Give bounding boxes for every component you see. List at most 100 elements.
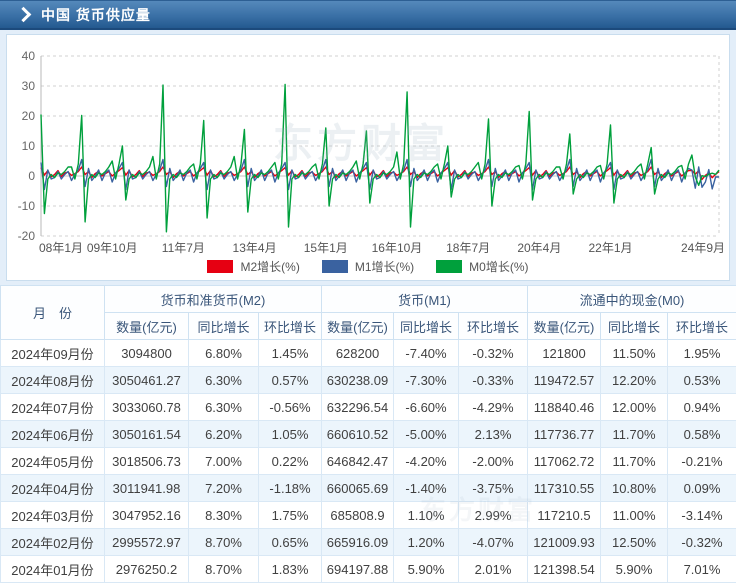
- cell-growth: 0.58%: [668, 421, 736, 448]
- cell-growth: -4.20%: [394, 448, 459, 475]
- cell-quantity: 685808.9: [322, 502, 394, 529]
- cell-quantity: 3033060.78: [105, 394, 189, 421]
- x-axis-label: 15年1月: [304, 241, 348, 255]
- cell-quantity: 3018506.73: [105, 448, 189, 475]
- cell-growth: -7.40%: [394, 340, 459, 367]
- cell-growth: 12.50%: [601, 529, 668, 556]
- legend-item-m2[interactable]: M2增长(%): [207, 258, 299, 275]
- cell-quantity: 665916.09: [322, 529, 394, 556]
- y-axis-label: 40: [22, 49, 36, 63]
- table-header: 月 份 货币和准货币(M2) 货币(M1) 流通中的现金(M0) 数量(亿元) …: [1, 286, 736, 340]
- cell-growth: 7.20%: [189, 475, 259, 502]
- cell-growth: 12.20%: [601, 367, 668, 394]
- sub-header-quantity: 数量(亿元): [105, 313, 189, 340]
- cell-month: 2024年05月份: [1, 448, 105, 475]
- cell-growth: -7.30%: [394, 367, 459, 394]
- sub-header-mom: 环比增长: [459, 313, 528, 340]
- cell-growth: 1.95%: [668, 340, 736, 367]
- cell-growth: 0.09%: [668, 475, 736, 502]
- cell-growth: 2.01%: [459, 556, 528, 583]
- legend-item-m1[interactable]: M1增长(%): [322, 258, 414, 275]
- cell-growth: 5.90%: [394, 556, 459, 583]
- cell-growth: 0.22%: [259, 448, 322, 475]
- title-bar: 中国 货币供应量: [0, 0, 736, 30]
- cell-growth: 5.90%: [601, 556, 668, 583]
- sub-header-yoy: 同比增长: [394, 313, 459, 340]
- x-axis-label: 24年9月: [681, 241, 725, 255]
- cell-growth: 0.94%: [668, 394, 736, 421]
- cell-quantity: 646842.47: [322, 448, 394, 475]
- legend-swatch: [322, 260, 348, 273]
- legend-swatch: [207, 260, 233, 273]
- cell-quantity: 632296.54: [322, 394, 394, 421]
- cell-growth: -1.40%: [394, 475, 459, 502]
- x-axis-label: 13年4月: [233, 241, 277, 255]
- cell-quantity: 117310.55: [528, 475, 601, 502]
- col-header-month: 月 份: [1, 286, 105, 340]
- cell-month: 2024年03月份: [1, 502, 105, 529]
- cell-quantity: 660065.69: [322, 475, 394, 502]
- cell-quantity: 121009.93: [528, 529, 601, 556]
- cell-growth: -6.60%: [394, 394, 459, 421]
- cell-quantity: 121398.54: [528, 556, 601, 583]
- group-header-m2: 货币和准货币(M2): [105, 286, 322, 313]
- sub-header-mom: 环比增长: [259, 313, 322, 340]
- cell-quantity: 118840.46: [528, 394, 601, 421]
- x-axis-label: 20年4月: [517, 241, 561, 255]
- cell-growth: -1.18%: [259, 475, 322, 502]
- cell-growth: -0.21%: [668, 448, 736, 475]
- legend-label: M0增长(%): [469, 258, 528, 275]
- cell-growth: 11.70%: [601, 421, 668, 448]
- cell-growth: 0.65%: [259, 529, 322, 556]
- cell-month: 2024年06月份: [1, 421, 105, 448]
- sub-header-quantity: 数量(亿元): [322, 313, 394, 340]
- cell-growth: -3.75%: [459, 475, 528, 502]
- group-header-m1: 货币(M1): [322, 286, 528, 313]
- cell-quantity: 119472.57: [528, 367, 601, 394]
- y-axis-label: 30: [22, 79, 36, 93]
- y-axis-label: 10: [22, 139, 36, 153]
- cell-month: 2024年04月份: [1, 475, 105, 502]
- sub-header-mom: 环比增长: [668, 313, 736, 340]
- cell-growth: 2.13%: [459, 421, 528, 448]
- cell-month: 2024年09月份: [1, 340, 105, 367]
- chart-legend: M2增长(%) M1增长(%) M0增长(%): [7, 258, 729, 275]
- cell-quantity: 3094800: [105, 340, 189, 367]
- series-line-m0: [41, 85, 719, 232]
- cell-growth: 6.30%: [189, 394, 259, 421]
- cell-quantity: 121800: [528, 340, 601, 367]
- legend-label: M1增长(%): [355, 258, 414, 275]
- cell-growth: -0.56%: [259, 394, 322, 421]
- cell-quantity: 117062.72: [528, 448, 601, 475]
- cell-growth: -4.07%: [459, 529, 528, 556]
- cell-growth: 6.30%: [189, 367, 259, 394]
- legend-item-m0[interactable]: M0增长(%): [436, 258, 528, 275]
- cell-growth: 1.75%: [259, 502, 322, 529]
- legend-swatch: [436, 260, 462, 273]
- legend-label: M2增长(%): [240, 258, 299, 275]
- cell-growth: 12.00%: [601, 394, 668, 421]
- cell-growth: 1.83%: [259, 556, 322, 583]
- cell-month: 2024年02月份: [1, 529, 105, 556]
- page-title: 中国 货币供应量: [41, 5, 151, 25]
- cell-growth: 10.80%: [601, 475, 668, 502]
- cell-growth: 7.00%: [189, 448, 259, 475]
- cell-quantity: 660610.52: [322, 421, 394, 448]
- y-axis-label: 0: [28, 169, 35, 183]
- cell-growth: 6.20%: [189, 421, 259, 448]
- sub-header-yoy: 同比增长: [189, 313, 259, 340]
- cell-growth: 11.00%: [601, 502, 668, 529]
- cell-month: 2024年07月份: [1, 394, 105, 421]
- cell-quantity: 117736.77: [528, 421, 601, 448]
- chevron-right-icon[interactable]: [16, 7, 32, 23]
- cell-growth: 2.99%: [459, 502, 528, 529]
- cell-growth: 11.70%: [601, 448, 668, 475]
